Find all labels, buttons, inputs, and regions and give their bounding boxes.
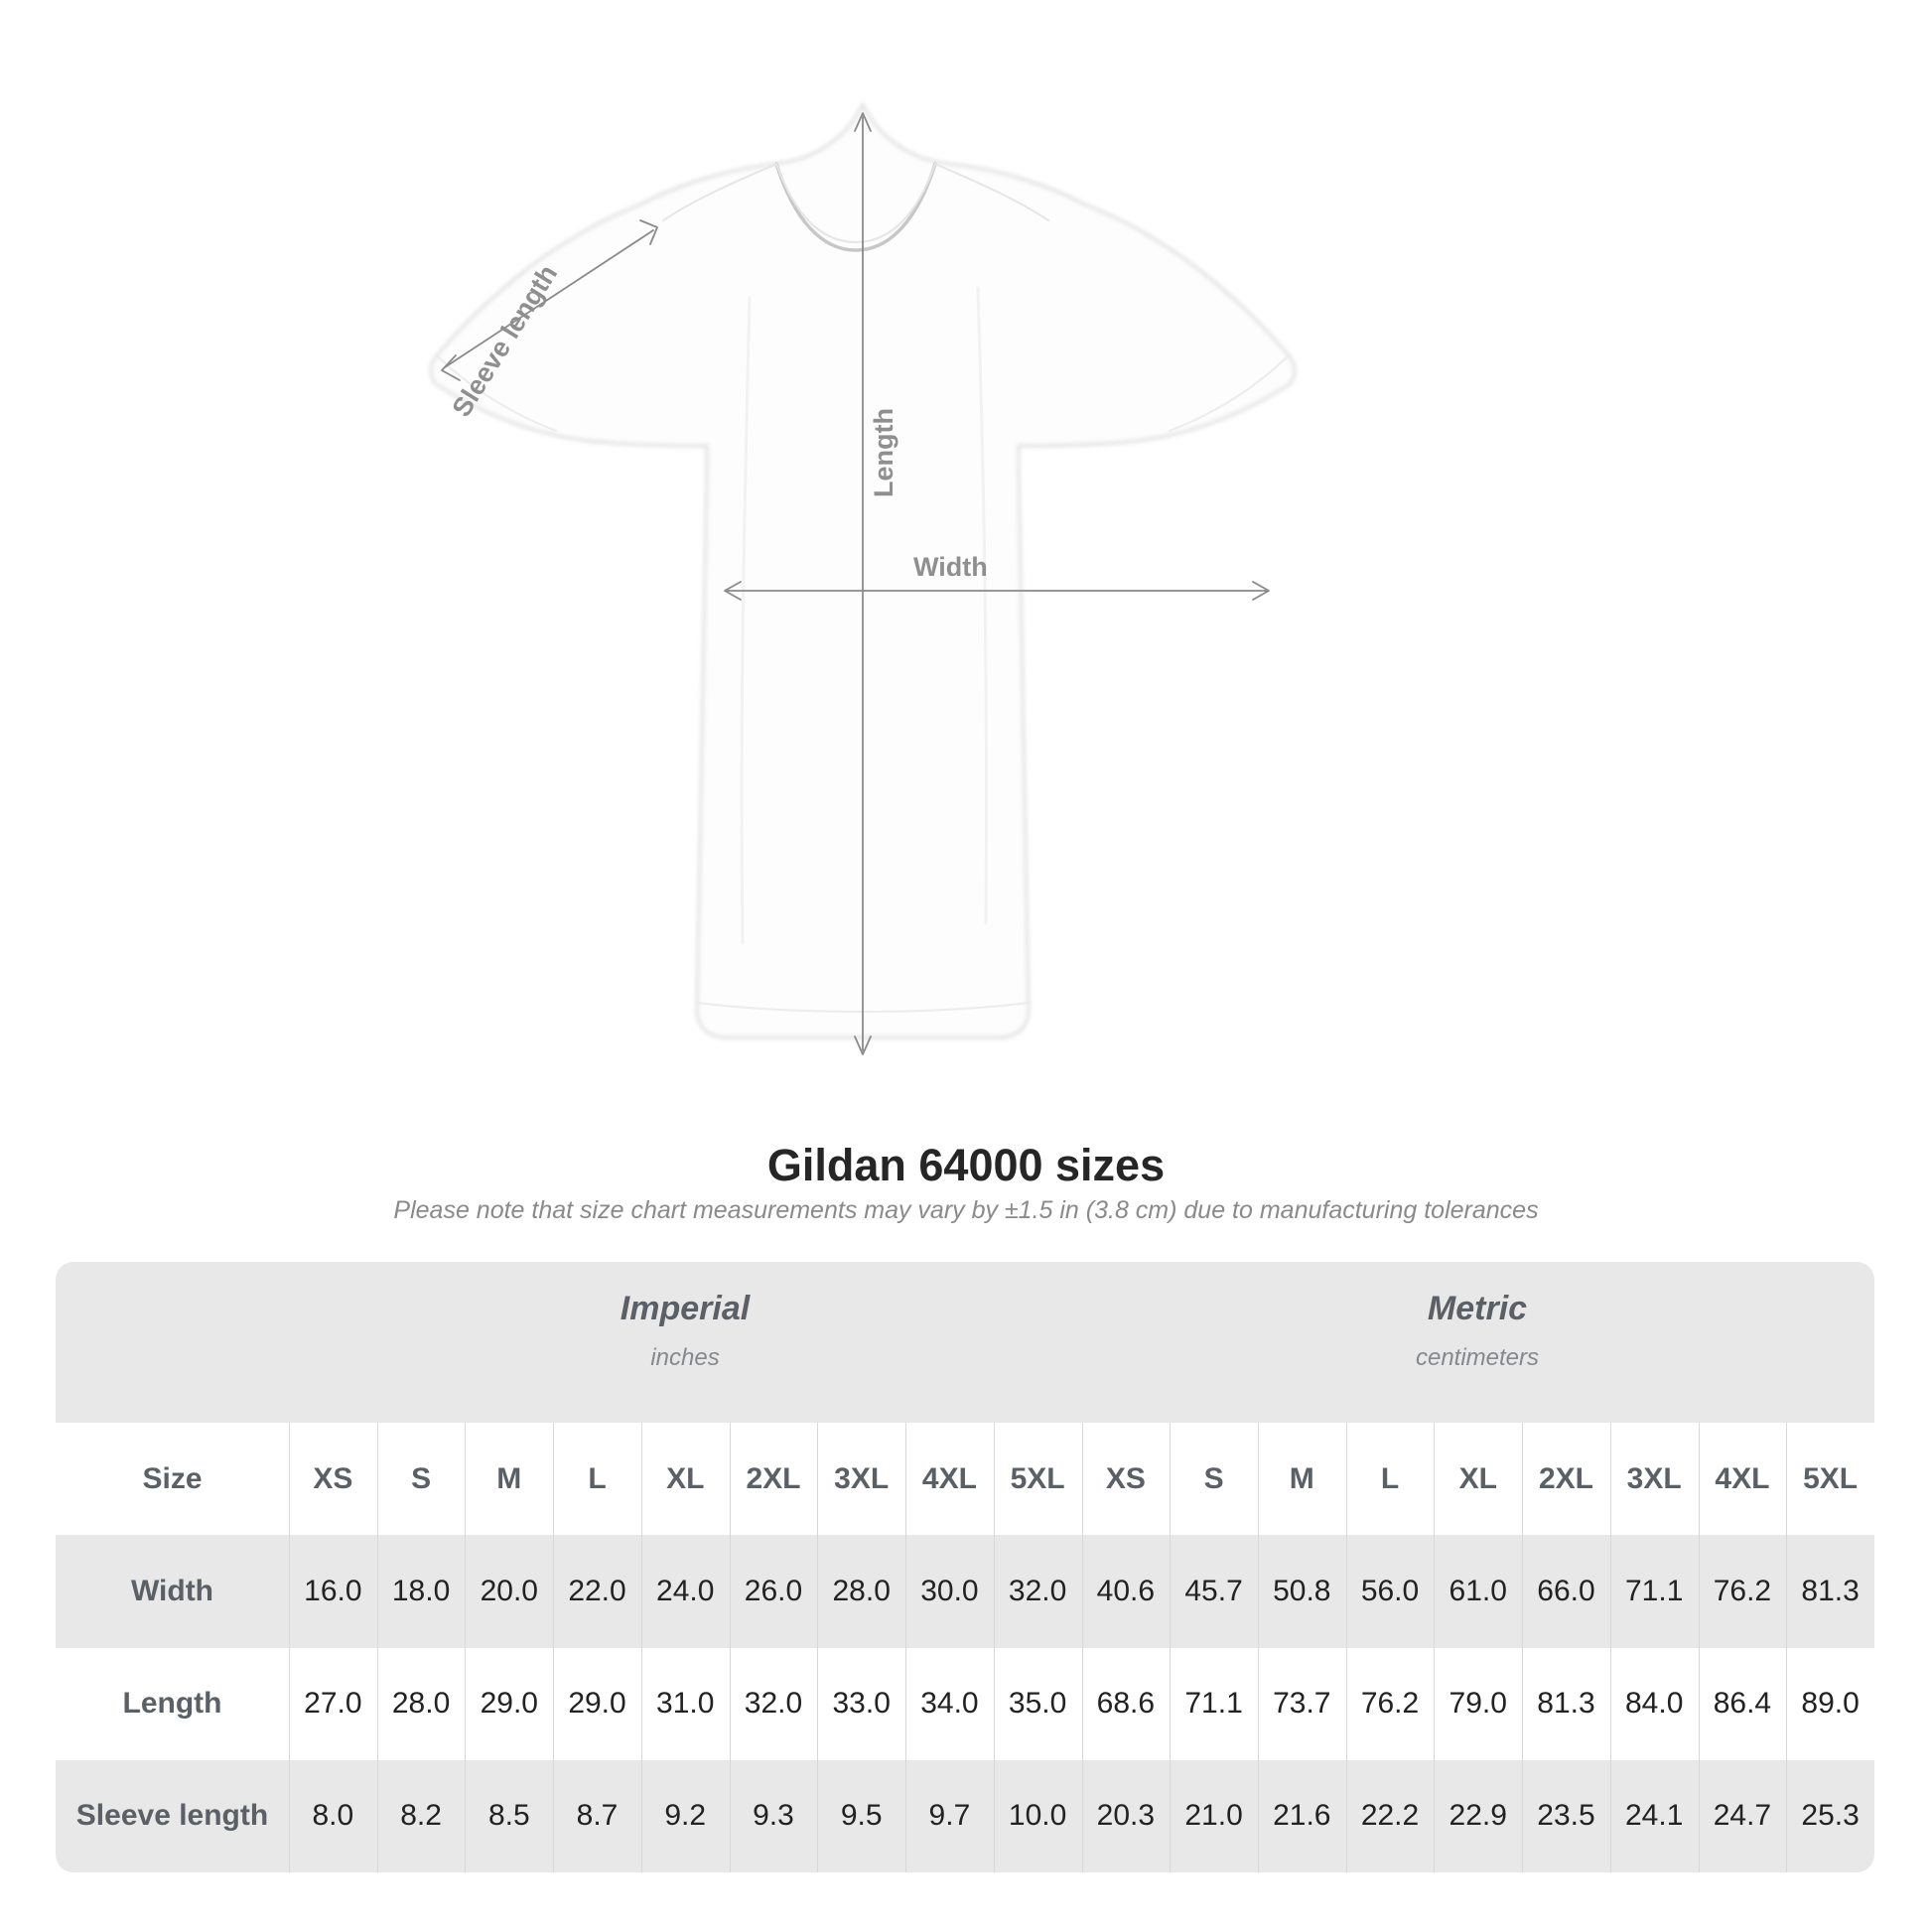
svg-text:Width: Width <box>913 552 988 582</box>
svg-text:Length: Length <box>869 408 898 497</box>
